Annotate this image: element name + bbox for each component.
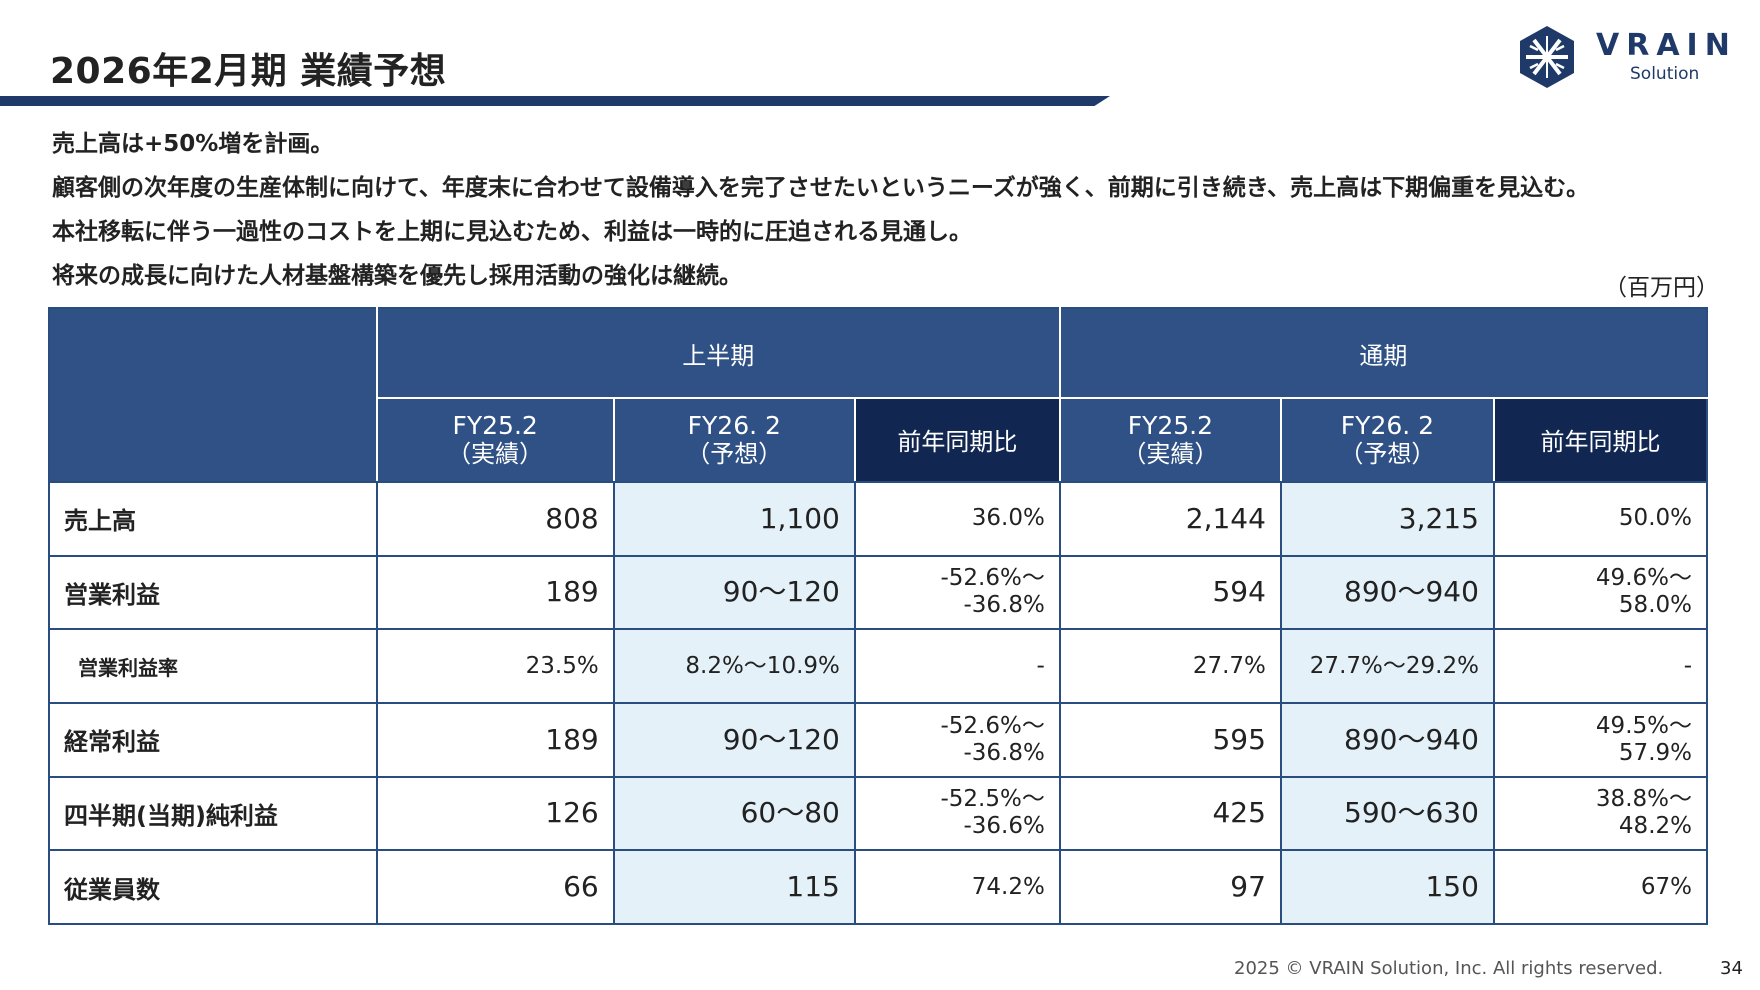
column-note: （実績） (447, 439, 544, 468)
table-subheader-row: FY25.2 （実績） FY26. 2 （予想） 前年同期比 FY25.2 （実… (49, 397, 1709, 483)
table-row: 営業利益率 23.5% 8.2%～10.9% - 27.7% 27.7%～29.… (48, 628, 1709, 704)
cell-h1-fy26: 8.2%～10.9% (612, 628, 856, 704)
row-label: 従業員数 (48, 849, 378, 925)
cell-fy-fy26: 150 (1279, 849, 1495, 925)
page-number: 34 (1720, 958, 1743, 979)
row-label: 営業利益 (48, 554, 378, 631)
cell-h1-yoy: 74.2% (853, 849, 1061, 925)
row-label: 経常利益 (48, 701, 378, 778)
cell-h1-yoy: - (853, 628, 1061, 704)
header-full-year: 通期 (1058, 306, 1709, 400)
cell-h1-fy25: 66 (375, 849, 615, 925)
header-fy-yoy: 前年同期比 (1492, 397, 1709, 483)
header-first-half: 上半期 (375, 306, 1061, 400)
cell-fy-yoy: 49.5%～ 57.9% (1492, 701, 1709, 778)
forecast-table: 上半期 通期 FY25.2 （実績） FY26. 2 （予想） 前年同期比 FY… (48, 306, 1709, 925)
table-row: 四半期(当期)純利益 126 60～80 -52.5%～ -36.6% 425 5… (48, 775, 1709, 852)
header-fy-fy25: FY25.2 （実績） (1058, 397, 1282, 483)
cell-fy-yoy: 67% (1492, 849, 1709, 925)
logo-wordmark: VRAIN (1596, 28, 1737, 63)
summary-line: 将来の成長に向けた人材基盤構築を優先し採用活動の強化は継続。 (52, 263, 742, 289)
column-label: FY25.2 (1127, 410, 1214, 440)
cell-fy-fy25: 97 (1058, 849, 1282, 925)
cell-h1-fy25: 189 (375, 554, 615, 631)
row-label: 営業利益率 (48, 628, 378, 704)
copyright-text: 2025 © VRAIN Solution, Inc. All rights r… (1234, 958, 1664, 979)
company-logo: VRAIN Solution (1516, 24, 1736, 90)
cell-h1-yoy: -52.6%～ -36.8% (853, 701, 1061, 778)
summary-line: 本社移転に伴う一過性のコストを上期に見込むため、利益は一時的に圧迫される見通し。 (52, 219, 972, 245)
row-label: 四半期(当期)純利益 (48, 775, 378, 852)
cell-h1-fy25: 808 (375, 480, 615, 557)
cell-fy-fy25: 425 (1058, 775, 1282, 852)
table-row: 従業員数 66 115 74.2% 97 150 67% (48, 849, 1709, 925)
cell-fy-fy25: 27.7% (1058, 628, 1282, 704)
cell-fy-yoy: 49.6%～ 58.0% (1492, 554, 1709, 631)
column-label: FY25.2 (452, 410, 538, 440)
row-label: 売上高 (48, 480, 378, 557)
summary-text: 売上高は+50%増を計画。 顧客側の次年度の生産体制に向けて、年度末に合わせて設… (52, 122, 1589, 298)
cell-h1-fy26: 90～120 (612, 701, 856, 778)
cell-fy-yoy: 50.0% (1492, 480, 1709, 557)
column-note: （予想） (686, 439, 783, 468)
cell-h1-fy25: 189 (375, 701, 615, 778)
title-underline-bar (0, 96, 1110, 106)
column-note: （実績） (1122, 439, 1219, 468)
cell-fy-fy26: 890～940 (1279, 554, 1495, 631)
cell-fy-fy26: 3,215 (1279, 480, 1495, 557)
cell-h1-fy26: 90～120 (612, 554, 856, 631)
header-blank-cell (48, 307, 378, 483)
cell-h1-fy26: 115 (612, 849, 856, 925)
vrain-logo-icon (1520, 26, 1574, 88)
cell-fy-fy25: 594 (1058, 554, 1282, 631)
page-title: 2026年2月期 業績予想 (50, 51, 447, 92)
cell-fy-fy25: 595 (1058, 701, 1282, 778)
cell-h1-fy25: 126 (375, 775, 615, 852)
summary-line: 売上高は+50%増を計画。 (52, 131, 334, 157)
column-note: （予想） (1339, 439, 1436, 468)
cell-fy-yoy: - (1492, 628, 1709, 704)
header-h1-yoy: 前年同期比 (853, 397, 1061, 483)
table-row: 売上高 808 1,100 36.0% 2,144 3,215 50.0% (48, 480, 1709, 557)
unit-label: （百万円） (1604, 275, 1719, 301)
cell-h1-fy25: 23.5% (375, 628, 615, 704)
cell-fy-fy26: 27.7%～29.2% (1279, 628, 1495, 704)
logo-subtitle: Solution (1630, 64, 1700, 84)
cell-h1-yoy: 36.0% (853, 480, 1061, 557)
column-label: FY26. 2 (687, 410, 781, 440)
summary-line: 顧客側の次年度の生産体制に向けて、年度末に合わせて設備導入を完了させたいというニ… (52, 175, 1590, 201)
cell-fy-yoy: 38.8%～ 48.2% (1492, 775, 1709, 852)
header-h1-fy25: FY25.2 （実績） (375, 397, 615, 483)
cell-h1-fy26: 60～80 (612, 775, 856, 852)
cell-fy-fy26: 590～630 (1279, 775, 1495, 852)
table-header-row: 上半期 通期 (48, 306, 1709, 483)
table-row: 営業利益 189 90～120 -52.6%～ -36.8% 594 890～94… (48, 554, 1709, 631)
cell-h1-fy26: 1,100 (612, 480, 856, 557)
cell-h1-yoy: -52.5%～ -36.6% (853, 775, 1061, 852)
table-row: 経常利益 189 90～120 -52.6%～ -36.8% 595 890～94… (48, 701, 1709, 778)
header-fy-fy26: FY26. 2 （予想） (1279, 397, 1495, 483)
cell-fy-fy26: 890～940 (1279, 701, 1495, 778)
header-h1-fy26: FY26. 2 （予想） (612, 397, 856, 483)
column-label: FY26. 2 (1340, 410, 1435, 440)
cell-h1-yoy: -52.6%～ -36.8% (853, 554, 1061, 631)
cell-fy-fy25: 2,144 (1058, 480, 1282, 557)
